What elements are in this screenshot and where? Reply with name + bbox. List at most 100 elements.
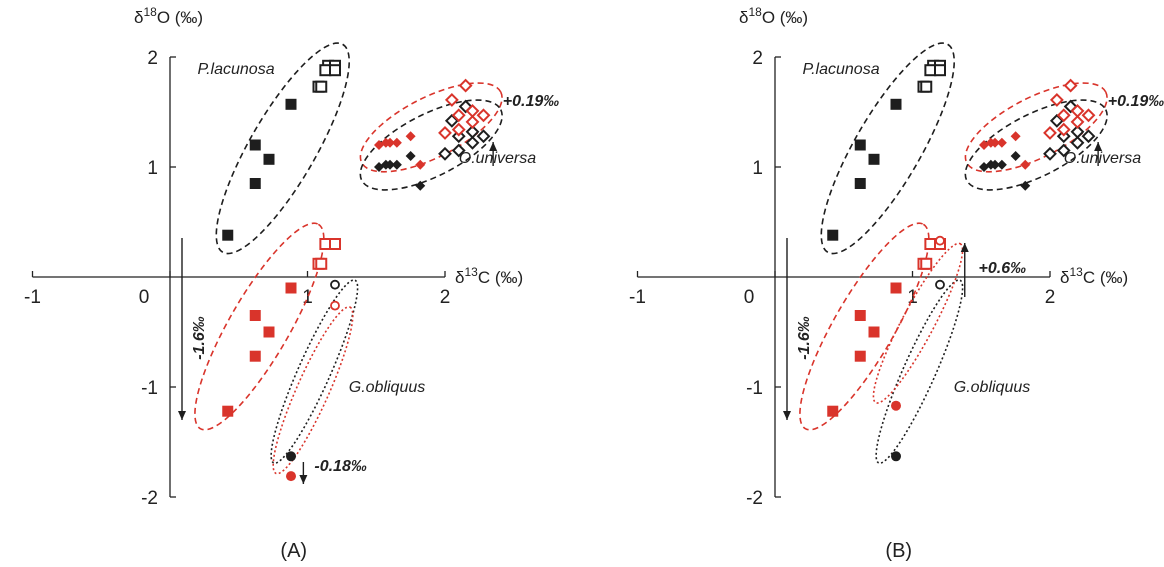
y-tick-label: 2 [147,48,158,69]
data-point-square [827,405,839,417]
y-tick-label: 1 [752,158,763,179]
x-axis-label: δ13C (‰) [1060,265,1128,287]
label-o-universa: O.universa [459,150,536,167]
envelope-o-universa-black [964,99,1108,191]
data-point-diamond [438,125,452,140]
data-point-diamond [465,103,480,118]
data-point-diamond [405,151,416,161]
data-point-diamond [465,135,480,150]
data-point-square [263,153,275,165]
data-point-square [285,282,297,294]
data-point-diamond [1056,122,1071,137]
x-tick-label: 2 [440,287,451,308]
data-point-diamond [1056,143,1071,158]
data-point-square [315,80,328,93]
data-point-diamond [996,159,1007,170]
envelope-p-lacunosa-black [820,42,956,255]
envelope-p-lacunosa-red [194,222,325,431]
arrow-p-lacunosa-shift-head [783,411,791,420]
x-axis-label-sup: 13 [1069,265,1083,279]
arrow-p-lacunosa-shift-head [178,411,186,420]
data-point-diamond [405,131,416,142]
data-point-circle [330,300,340,311]
data-point-diamond [1043,146,1057,161]
data-point-square [868,326,880,338]
y-axis-label: δ18O (‰) [739,5,808,27]
data-point-diamond [1063,78,1078,93]
envelope-g-obliquus-black [270,279,359,464]
data-point-square [854,350,866,362]
data-point-diamond [465,124,480,139]
arrow-o-universa-shift-head [1094,142,1103,151]
data-point-diamond [1070,103,1085,118]
data-point-square [249,178,261,189]
y-tick-label: 1 [147,158,158,179]
label-shift-p-lacunosa: -1.6‰ [191,316,208,360]
x-axis-label: δ13C (‰) [455,265,523,287]
data-point-square [854,310,866,321]
data-point-diamond [1043,125,1057,140]
data-point-square [263,326,275,338]
data-point-diamond [1020,180,1031,191]
data-point-diamond [990,137,1000,148]
data-point-square [222,229,234,241]
x-axis-label-unit: C (‰) [1083,268,1128,287]
x-tick-label: 0 [744,287,755,308]
data-point-circle [935,279,945,290]
label-shift-g-obliquus: +0.6‰ [979,260,1027,277]
data-point-square [285,98,297,110]
y-tick-label: 2 [752,48,763,69]
data-point-circle [286,451,296,462]
data-point-circle [286,471,296,482]
data-point-diamond [1020,159,1031,170]
data-point-square [854,139,866,151]
label-shift-o-universa: +0.19‰ [1108,93,1164,110]
y-tick-label: -2 [746,488,763,509]
envelope-g-obliquus-red [272,306,354,475]
data-point-diamond [1010,151,1021,161]
envelope-o-universa-red [359,82,503,173]
data-point-diamond [1070,124,1085,139]
data-point-diamond [451,143,466,158]
data-point-diamond [438,146,452,161]
data-point-diamond [1081,108,1096,123]
y-tick-label: -1 [141,378,158,399]
data-point-diamond [451,122,466,137]
data-point-circle [891,400,901,411]
data-point-square [222,405,234,417]
envelope-p-lacunosa-black [215,42,351,255]
envelope-o-universa-red [964,82,1108,173]
label-p-lacunosa: P.lacunosa [803,61,880,78]
data-point-square [934,64,946,77]
data-point-square [854,178,866,189]
y-axis-label-delta: δ [134,8,143,27]
arrow-o-universa-shift-head [489,142,498,151]
data-point-square [329,238,341,250]
label-g-obliquus: G.obliquus [349,379,426,396]
data-point-diamond [385,159,395,170]
arrow-g-obliquus-shift-head [960,243,969,252]
label-p-lacunosa: P.lacunosa [198,61,275,78]
y-axis-label-delta: δ [739,8,748,27]
envelope-p-lacunosa-red [799,222,930,431]
data-point-circle [330,279,340,290]
label-o-universa: O.universa [1064,150,1141,167]
y-axis-label-sup: 18 [143,5,157,19]
data-point-diamond [391,159,402,170]
data-point-diamond [465,114,480,129]
data-point-square [924,64,937,77]
data-point-diamond [990,159,1000,170]
data-point-circle [891,451,901,462]
data-point-diamond [1049,92,1064,107]
data-point-diamond [476,129,491,144]
y-axis-label-unit: O (‰) [762,8,808,27]
envelope-g-obliquus-red [872,242,964,404]
data-point-square [249,139,261,151]
data-point-diamond [385,137,395,148]
data-point-square [920,80,933,93]
data-point-diamond [444,92,459,107]
envelope-o-universa-black [359,99,503,191]
y-tick-label: -2 [141,488,158,509]
data-point-square [920,257,933,270]
